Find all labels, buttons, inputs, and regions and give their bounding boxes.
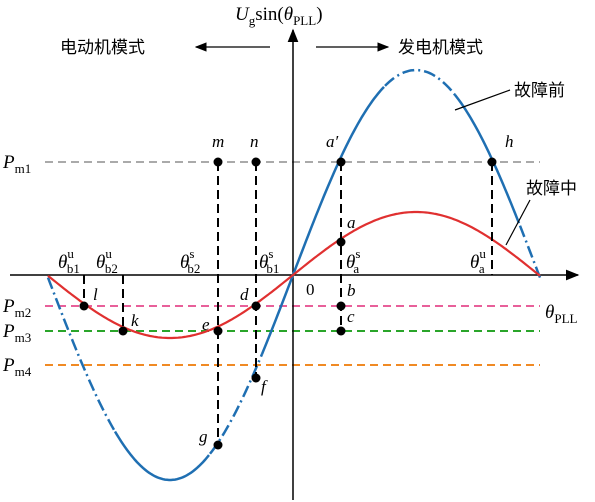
- angle-symbol: θ: [96, 252, 105, 273]
- angle-sup: s: [268, 246, 273, 261]
- level-sub: m3: [15, 330, 32, 345]
- red-curve: [47, 210, 541, 340]
- angle-sup: s: [189, 246, 194, 261]
- point: [336, 157, 346, 167]
- level-label: Pm3: [2, 321, 31, 345]
- curve-label: 故障前: [514, 81, 565, 101]
- curve-label: 故障中: [526, 179, 577, 199]
- angle-sup: u: [67, 246, 74, 261]
- angle-label: θs a: [346, 246, 360, 276]
- point-label: k: [131, 311, 139, 330]
- blue-curve: [46, 277, 116, 431]
- point-label: n: [250, 132, 259, 151]
- blue-curve: [518, 225, 542, 279]
- leader-line: [454, 89, 511, 111]
- point-label: l: [93, 285, 98, 304]
- origin-label: 0: [306, 280, 315, 299]
- point-label: a′: [326, 132, 339, 151]
- level-label: Pm1: [2, 152, 31, 176]
- point: [213, 440, 223, 450]
- level-symbol: P: [2, 296, 15, 317]
- point: [336, 237, 346, 247]
- point: [213, 326, 223, 336]
- angle-symbol: θ: [180, 252, 189, 273]
- level-sub: m1: [15, 161, 32, 176]
- point-label: g: [199, 427, 208, 446]
- level-symbol: P: [2, 355, 15, 376]
- point-label: e: [202, 315, 210, 334]
- angle-label: θu b1: [58, 246, 80, 276]
- level-label: Pm2: [2, 296, 31, 320]
- point-label: d: [240, 285, 249, 304]
- angle-symbol: θ: [58, 252, 67, 273]
- x-axis-label: θPLL: [545, 302, 578, 326]
- mode-label: 发电机模式: [398, 38, 483, 58]
- angle-symbol: θ: [259, 252, 268, 273]
- angle-label: θu b2: [96, 246, 118, 276]
- point: [118, 326, 128, 336]
- point-label: f: [261, 377, 268, 396]
- mode-label: 电动机模式: [60, 38, 145, 58]
- angle-sub: a: [479, 261, 485, 276]
- point: [251, 301, 261, 311]
- curves: [46, 68, 542, 482]
- angle-sub: b2: [187, 261, 200, 276]
- blue-curve: [384, 68, 456, 96]
- level-sub: m2: [15, 305, 32, 320]
- point: [336, 326, 346, 336]
- angle-sub: a: [353, 261, 359, 276]
- point: [79, 301, 89, 311]
- point: [251, 373, 261, 383]
- point-label: m: [212, 132, 224, 151]
- angle-symbol: θ: [470, 252, 479, 273]
- blue-curve: [454, 94, 521, 224]
- angle-sup: s: [355, 246, 360, 261]
- point-label: a: [347, 213, 356, 232]
- drop-lines: [83, 162, 493, 445]
- point: [251, 157, 261, 167]
- angle-sub: b1: [266, 261, 279, 276]
- angle-symbol: θ: [346, 252, 355, 273]
- level-symbol: P: [2, 152, 15, 173]
- angle-label: θu a: [470, 246, 486, 276]
- y-axis-label: Ugsin(θPLL): [235, 4, 323, 28]
- point: [487, 157, 497, 167]
- leader-line: [505, 199, 531, 246]
- point: [213, 157, 223, 167]
- point-label: b: [347, 281, 356, 300]
- angle-sub: b2: [105, 261, 118, 276]
- level-label: Pm4: [2, 355, 32, 379]
- level-symbol: P: [2, 321, 15, 342]
- point-label: h: [505, 132, 514, 151]
- blue-curve: [260, 86, 385, 355]
- level-sub: m4: [15, 364, 32, 379]
- blue-curve: [113, 430, 210, 482]
- angle-sub: b1: [67, 261, 80, 276]
- angle-label: θs b1: [259, 246, 279, 276]
- angle-label: θs b2: [180, 246, 200, 276]
- angle-sup: u: [105, 246, 112, 261]
- point: [336, 301, 346, 311]
- angle-sup: u: [479, 246, 486, 261]
- point-label: c: [347, 307, 355, 326]
